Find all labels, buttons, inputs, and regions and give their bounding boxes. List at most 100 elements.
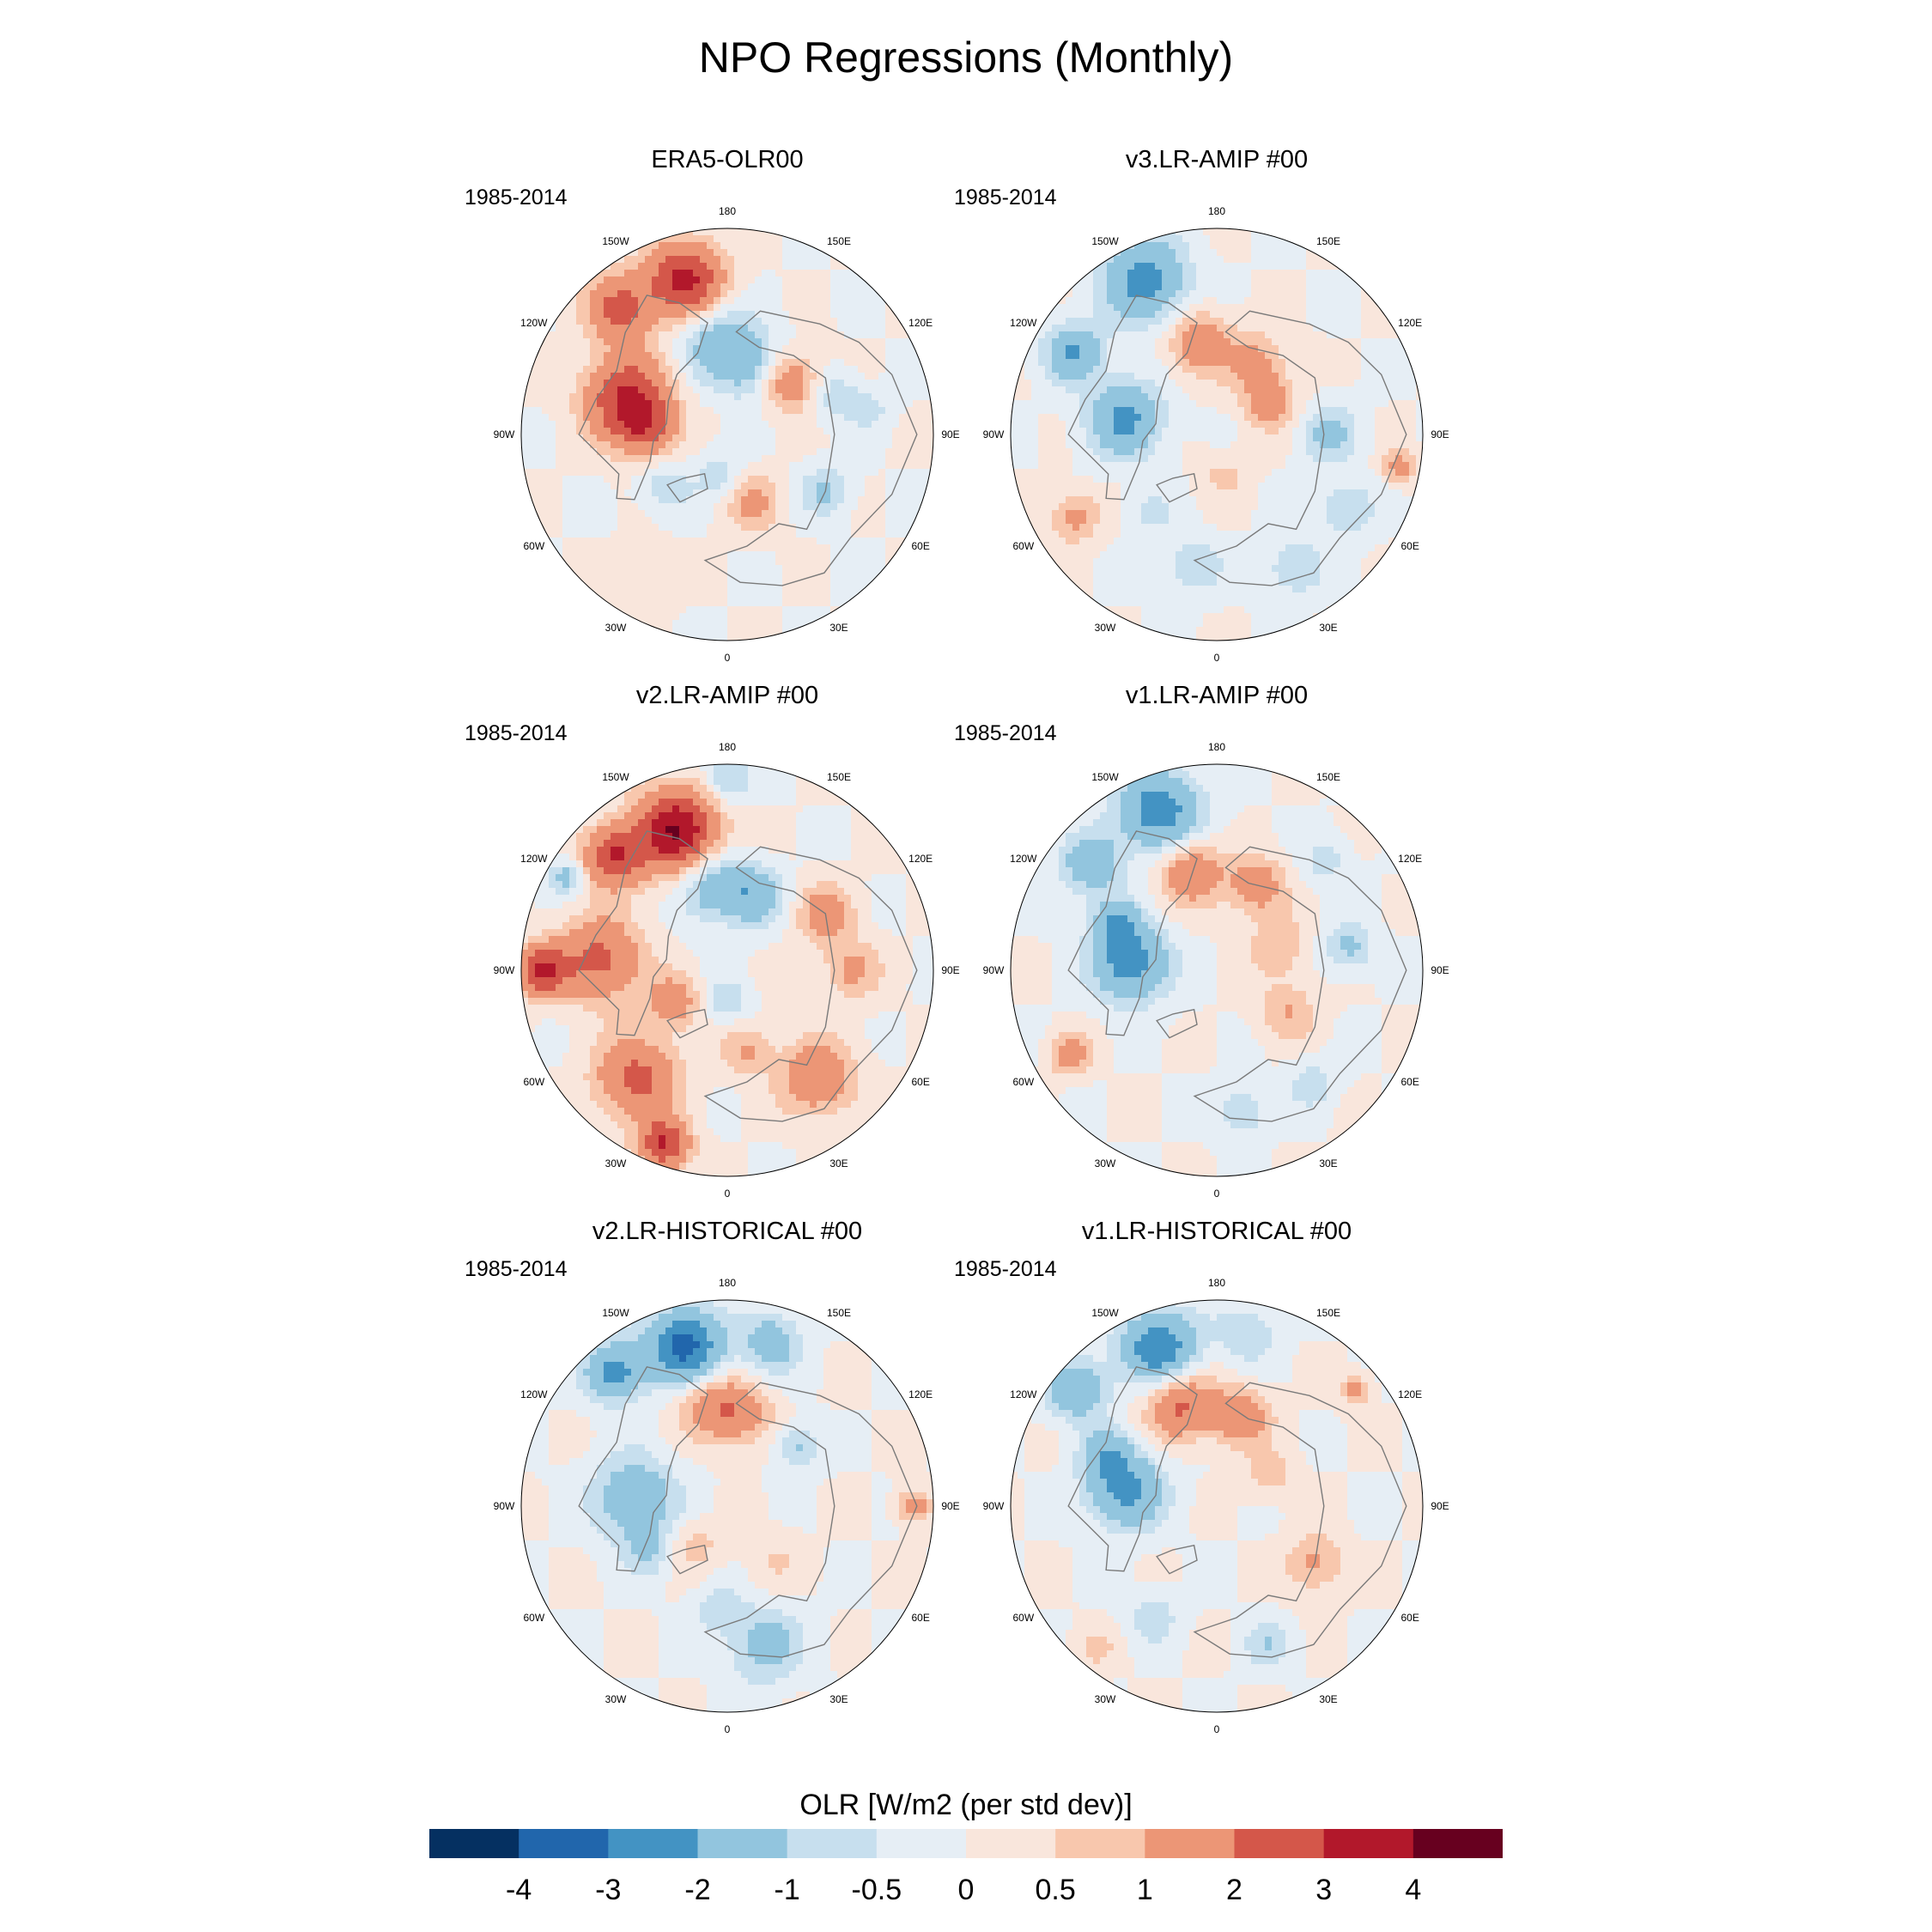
field-cell bbox=[707, 462, 714, 470]
field-cell bbox=[865, 407, 872, 415]
field-cell bbox=[762, 558, 769, 566]
field-cell bbox=[1052, 228, 1060, 236]
field-cell bbox=[624, 263, 632, 270]
field-cell bbox=[1203, 256, 1211, 264]
field-cell bbox=[562, 599, 570, 607]
field-cell bbox=[638, 441, 646, 449]
field-cell bbox=[1045, 263, 1053, 270]
field-cell bbox=[693, 304, 701, 312]
field-cell bbox=[1066, 263, 1073, 270]
field-cell bbox=[707, 434, 714, 442]
field-cell bbox=[528, 386, 536, 394]
field-cell bbox=[1134, 318, 1142, 325]
field-cell bbox=[1299, 270, 1307, 277]
field-cell bbox=[604, 338, 611, 346]
field-cell bbox=[665, 634, 673, 641]
field-cell bbox=[1368, 345, 1376, 353]
field-cell bbox=[823, 606, 831, 614]
field-cell bbox=[1210, 270, 1218, 277]
field-cell bbox=[830, 256, 838, 264]
field-cell bbox=[542, 380, 550, 387]
field-cell bbox=[1224, 304, 1231, 312]
field-cell bbox=[885, 434, 893, 442]
field-cell bbox=[1182, 331, 1190, 339]
field-cell bbox=[913, 579, 920, 586]
field-cell bbox=[878, 338, 886, 346]
field-cell bbox=[631, 606, 639, 614]
field-cell bbox=[638, 538, 646, 545]
field-cell bbox=[1354, 235, 1362, 243]
field-cell bbox=[707, 270, 714, 277]
field-cell bbox=[672, 544, 680, 552]
field-cell bbox=[707, 469, 714, 477]
field-cell bbox=[803, 290, 811, 298]
field-cell bbox=[1388, 359, 1396, 367]
field-cell bbox=[1121, 338, 1128, 346]
field-cell bbox=[1382, 325, 1389, 332]
field-cell bbox=[817, 263, 824, 270]
field-cell bbox=[1244, 311, 1252, 319]
field-cell bbox=[1031, 297, 1039, 305]
field-cell bbox=[748, 400, 756, 408]
field-cell bbox=[858, 338, 866, 346]
field-cell bbox=[1279, 276, 1286, 284]
field-cell bbox=[913, 620, 920, 628]
field-cell bbox=[823, 592, 831, 600]
field-cell bbox=[727, 256, 735, 264]
field-cell bbox=[878, 544, 886, 552]
field-cell bbox=[872, 421, 879, 428]
field-cell bbox=[782, 380, 790, 387]
field-cell bbox=[1313, 373, 1321, 380]
field-cell bbox=[665, 235, 673, 243]
field-cell bbox=[645, 256, 653, 264]
field-cell bbox=[727, 290, 735, 298]
field-cell bbox=[549, 524, 556, 532]
field-cell bbox=[1024, 228, 1032, 236]
field-cell bbox=[769, 489, 776, 497]
field-cell bbox=[782, 311, 790, 319]
field-cell bbox=[590, 373, 598, 380]
field-cell bbox=[782, 297, 790, 305]
field-cell bbox=[803, 613, 811, 621]
field-cell bbox=[590, 483, 598, 490]
field-cell bbox=[782, 544, 790, 552]
field-cell bbox=[617, 318, 625, 325]
field-cell bbox=[652, 414, 659, 422]
field-cell bbox=[1162, 331, 1170, 339]
field-cell bbox=[762, 338, 769, 346]
field-cell bbox=[1162, 338, 1170, 346]
field-cell bbox=[652, 249, 659, 257]
field-cell bbox=[1292, 283, 1300, 291]
field-cell bbox=[1265, 270, 1273, 277]
field-cell bbox=[528, 489, 536, 497]
field-cell bbox=[535, 428, 543, 435]
field-cell bbox=[892, 586, 900, 593]
field-cell bbox=[892, 599, 900, 607]
field-cell bbox=[611, 538, 618, 545]
field-cell bbox=[1340, 228, 1348, 236]
field-cell bbox=[659, 297, 666, 305]
longitude-label: 150E bbox=[827, 235, 851, 247]
field-cell bbox=[707, 599, 714, 607]
field-cell bbox=[638, 462, 646, 470]
field-cell bbox=[748, 256, 756, 264]
field-cell bbox=[1313, 352, 1321, 360]
field-cell bbox=[686, 290, 694, 298]
field-cell bbox=[590, 263, 598, 270]
field-cell bbox=[1079, 276, 1087, 284]
field-cell bbox=[1059, 290, 1066, 298]
field-cell bbox=[638, 421, 646, 428]
field-cell bbox=[604, 270, 611, 277]
field-cell bbox=[624, 469, 632, 477]
field-cell bbox=[1127, 270, 1135, 277]
field-cell bbox=[583, 352, 591, 360]
field-cell bbox=[885, 345, 893, 353]
field-cell bbox=[1141, 256, 1149, 264]
field-cell bbox=[672, 599, 680, 607]
field-cell bbox=[700, 386, 708, 394]
field-cell bbox=[659, 304, 666, 312]
field-cell bbox=[1375, 242, 1382, 250]
field-cell bbox=[562, 407, 570, 415]
field-cell bbox=[714, 634, 721, 641]
field-cell bbox=[1368, 373, 1376, 380]
